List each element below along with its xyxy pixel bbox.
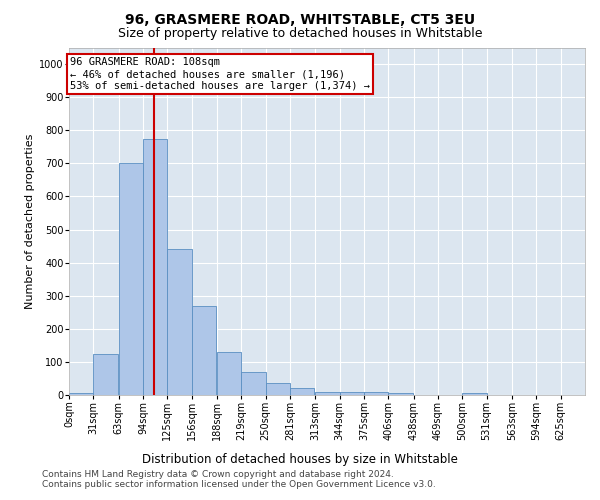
Text: Size of property relative to detached houses in Whitstable: Size of property relative to detached ho… (118, 28, 482, 40)
Bar (462, 394, 487, 395)
Bar (290, 388, 314, 395)
Bar (241, 372, 266, 395)
Y-axis label: Number of detached properties: Number of detached properties (25, 134, 35, 309)
Bar (69, 394, 94, 395)
Bar (266, 384, 290, 395)
Bar (340, 392, 364, 395)
Text: 96 GRASMERE ROAD: 108sqm
← 46% of detached houses are smaller (1,196)
53% of sem: 96 GRASMERE ROAD: 108sqm ← 46% of detach… (70, 58, 370, 90)
Text: Contains public sector information licensed under the Open Government Licence v3: Contains public sector information licen… (42, 480, 436, 489)
Bar (364, 392, 388, 395)
Bar (167, 250, 192, 395)
Text: Contains HM Land Registry data © Crown copyright and database right 2024.: Contains HM Land Registry data © Crown c… (42, 470, 394, 479)
Bar (388, 394, 413, 395)
Bar (143, 138, 167, 395)
Text: Distribution of detached houses by size in Whitstable: Distribution of detached houses by size … (142, 452, 458, 466)
Bar (119, 164, 143, 395)
Bar (192, 306, 216, 395)
Text: 96, GRASMERE ROAD, WHITSTABLE, CT5 3EU: 96, GRASMERE ROAD, WHITSTABLE, CT5 3EU (125, 12, 475, 26)
Bar (315, 392, 340, 395)
Bar (217, 352, 241, 395)
Bar (94, 354, 118, 395)
